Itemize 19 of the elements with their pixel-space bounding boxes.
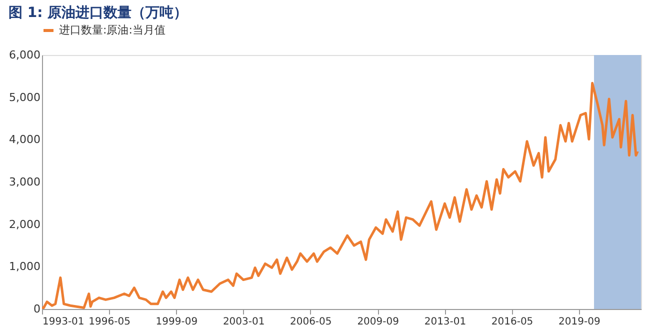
- x-tick-label: 2019-09: [558, 316, 600, 328]
- y-tick-label: 2,000: [9, 218, 40, 231]
- chart-title: 图 1: 原油进口数量（万吨）: [8, 5, 188, 21]
- x-tick-label: 2003-01: [222, 316, 265, 328]
- y-tick-label: 4,000: [9, 133, 40, 146]
- y-tick-label: 0: [34, 302, 40, 316]
- y-tick-label: 1,000: [9, 260, 40, 274]
- x-tick-label: 2009-09: [357, 316, 399, 328]
- x-tick-label: 1999-09: [156, 316, 198, 328]
- legend-label: 进口数量:原油:当月值: [59, 24, 166, 36]
- x-tick-label: 2006-05: [290, 316, 332, 328]
- x-tick-label: 2016-05: [491, 316, 534, 328]
- y-tick-label: 5,000: [9, 90, 40, 104]
- x-tick-label: 2013-01: [424, 316, 466, 328]
- x-tick-label: 1993-01: [42, 316, 84, 328]
- y-tick-label: 6,000: [9, 48, 40, 62]
- y-tick-label: 3,000: [9, 176, 40, 188]
- x-tick-label: 1996-05: [88, 316, 130, 328]
- line-series: [40, 82, 639, 309]
